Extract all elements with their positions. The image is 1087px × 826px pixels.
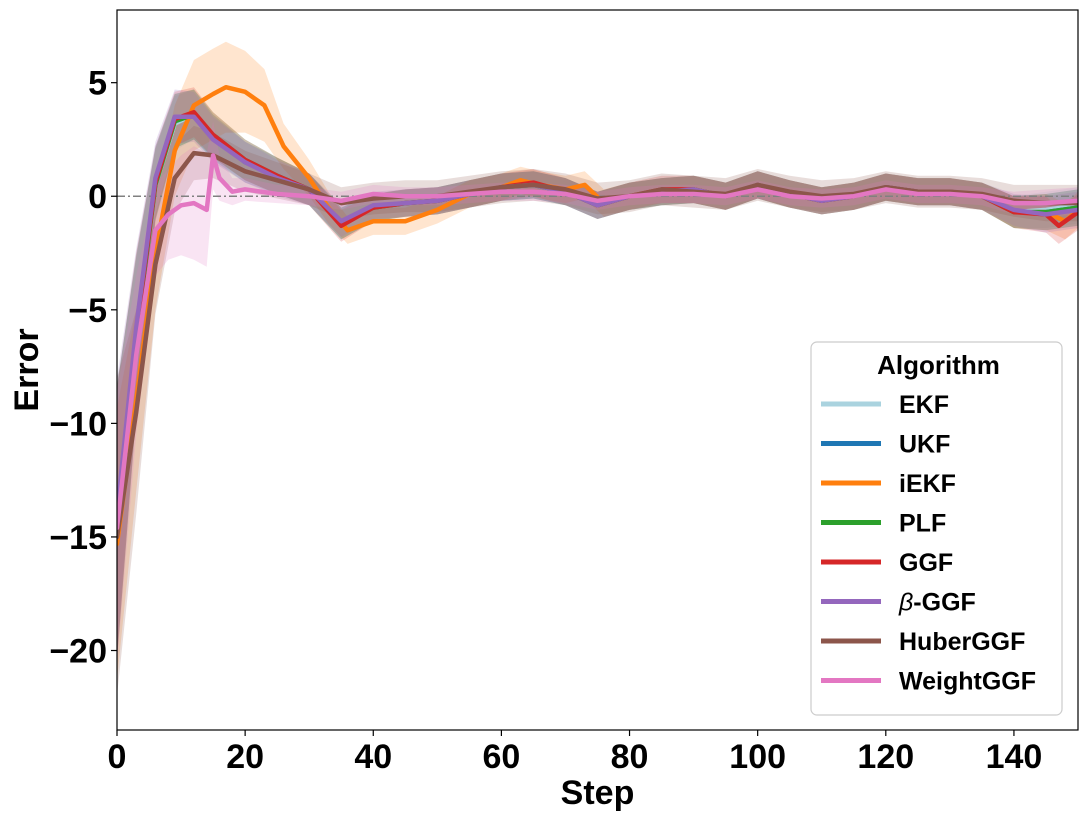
y-axis-label: Error <box>8 328 46 411</box>
band-iekf <box>117 41 1078 681</box>
y-tick-label: −5 <box>68 292 107 330</box>
y-tick-label: 0 <box>88 178 107 216</box>
legend-items: EKF UKF iEKF PLF GGF β-GGF HuberGGF WeightGGF <box>821 391 1036 696</box>
legend-label-beta-ggf: β-GGF <box>898 589 976 617</box>
series-lines <box>117 84 1078 547</box>
legend-label-plf: PLF <box>899 510 946 538</box>
plot-frame <box>116 9 1079 731</box>
legend-title: Algorithm <box>877 350 1000 380</box>
legend: Algorithm EKF UKF iEKF PLF GGF β-GGF HuberGGF W… <box>810 341 1063 716</box>
band-ggf <box>117 87 1078 660</box>
line-weightggf <box>117 153 1078 531</box>
y-tick-label: 5 <box>88 65 107 103</box>
x-tick-label: 140 <box>986 738 1043 776</box>
legend-box <box>810 341 1063 716</box>
x-tick-label: 20 <box>226 738 264 776</box>
legend-label-iekf: iEKF <box>899 470 956 498</box>
legend-label-ukf: UKF <box>899 431 950 459</box>
x-tick-label: 100 <box>729 738 786 776</box>
x-tick-label: 40 <box>354 738 392 776</box>
x-tick-label: 60 <box>482 738 520 776</box>
x-tick-label: 0 <box>108 738 127 776</box>
x-axis-ticks: 0 20 40 60 80 100 120 140 <box>108 730 1043 776</box>
y-tick-label: −20 <box>49 633 107 671</box>
band-weightggf <box>117 121 1078 665</box>
legend-label-weightggf: WeightGGF <box>899 668 1036 696</box>
x-tick-label: 120 <box>857 738 914 776</box>
band-huberggf <box>117 125 1078 696</box>
legend-label-ggf: GGF <box>899 549 953 577</box>
y-axis-ticks: 5 0 −5 −10 −15 −20 <box>49 65 117 671</box>
x-tick-label: 80 <box>611 738 649 776</box>
x-axis-label: Step <box>561 774 635 812</box>
legend-label-ekf: EKF <box>899 391 949 419</box>
y-tick-label: −10 <box>49 405 107 443</box>
y-tick-label: −15 <box>49 519 107 557</box>
legend-label-huberggf: HuberGGF <box>899 628 1025 656</box>
